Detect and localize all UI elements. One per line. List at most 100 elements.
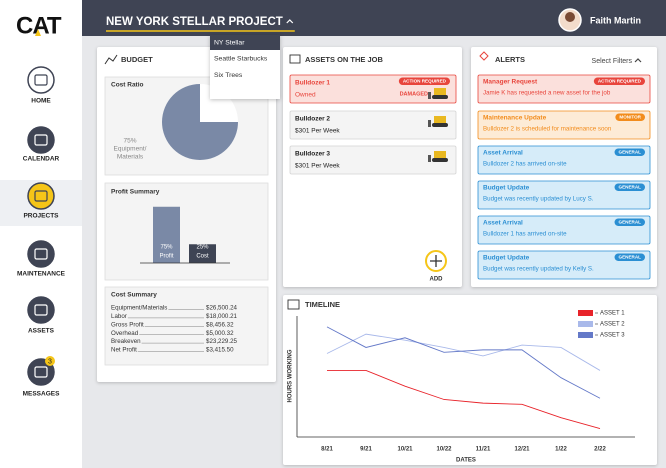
cost-label: Labor [111, 313, 127, 320]
timeline-title: TIMELINE [305, 300, 340, 309]
badge-text: ACTION REQUIRED [598, 79, 642, 84]
alert-card[interactable] [477, 215, 651, 245]
asset-status: DAMAGED [400, 91, 428, 97]
badge [593, 77, 645, 85]
dropdown-item[interactable]: Seattle Starbucks [214, 56, 268, 63]
cost-label: Equipment/Materials [111, 305, 167, 312]
badge-text: GENERAL [619, 185, 642, 190]
nav-icon[interactable] [27, 240, 55, 268]
dropdown-item[interactable]: Six Trees [214, 72, 243, 79]
card [104, 182, 269, 281]
bar-label: Cost [196, 254, 209, 260]
alert-title: Asset Arrival [483, 220, 523, 227]
budget-icon [104, 54, 118, 65]
legend-swatch [578, 310, 593, 316]
caret [634, 58, 642, 63]
add-plus [430, 255, 442, 267]
panel [283, 295, 657, 465]
dozer-track [432, 158, 448, 162]
project-title[interactable]: NEW YORK STELLAR PROJECT [106, 16, 283, 28]
nav-glyph [34, 190, 48, 202]
legend-label: ASSET 1 [600, 311, 625, 317]
bar-label: Profit [159, 254, 173, 260]
alert-card[interactable] [477, 180, 651, 210]
cost-value: $18,000.21 [206, 313, 238, 320]
cost-value: $3,415.50 [206, 347, 234, 354]
nav-glyph [34, 366, 48, 378]
caret [286, 19, 294, 24]
cost-label: Net Profit [111, 347, 137, 354]
cost-value: $8,456.32 [206, 321, 234, 328]
card [104, 286, 269, 366]
x-tick-label: 8/21 [321, 447, 333, 453]
alerts-title: ALERTS [495, 55, 525, 64]
cost-label: Breakeven [111, 338, 141, 345]
badge-text: MONITOR [619, 115, 641, 120]
alert-title: Maintenance Update [483, 115, 547, 122]
alert-card[interactable] [477, 250, 651, 280]
badge-text: GENERAL [619, 150, 642, 155]
user-name: Faith Martin [590, 15, 641, 25]
alerts-filter[interactable]: Select Filters [592, 58, 633, 65]
x-tick-label: 9/21 [360, 447, 372, 453]
asset-detail: $301 Per Week [295, 163, 340, 170]
asset-card[interactable] [289, 145, 457, 175]
cost-label: Gross Profit [111, 321, 144, 328]
alert-title: Manager Request [483, 79, 538, 86]
nav-icon[interactable] [27, 358, 55, 386]
dozer-blade [428, 92, 431, 99]
x-tick-label: 2/22 [594, 447, 606, 453]
x-tick-label: 12/21 [514, 447, 530, 453]
asset-name: Bulldozer 3 [295, 151, 330, 158]
badge-text: GENERAL [619, 255, 642, 260]
bar-value-label: 25% [196, 245, 209, 251]
bar-value-label: 75% [160, 245, 173, 251]
nav-label[interactable]: HOME [31, 98, 51, 105]
alert-text: Bulldozer 2 is scheduled for maintenance… [483, 126, 612, 133]
nav-icon[interactable] [27, 66, 55, 94]
series-line [327, 370, 601, 429]
dozer-body [434, 116, 446, 123]
assets-icon [289, 54, 301, 64]
pie-value-label: 75% [123, 138, 136, 145]
x-axis-label: DATES [456, 458, 476, 464]
nav-label[interactable]: CALENDAR [23, 156, 60, 163]
dozer-body [434, 151, 446, 158]
dozer-blade [428, 120, 431, 127]
series-line [326, 333, 601, 371]
alert-text: Budget was recently updated by Lucy S. [483, 196, 594, 203]
x-tick-label: 10/21 [397, 447, 413, 453]
x-tick-label: 10/22 [436, 447, 452, 453]
dozer-track [432, 95, 448, 99]
badge [614, 148, 645, 156]
nav-icon[interactable] [27, 126, 55, 154]
nav-label[interactable]: MAINTENANCE [17, 271, 66, 278]
pie-label: Materials [117, 154, 144, 161]
nav-icon[interactable] [27, 182, 55, 210]
pie-label: Equipment/ [114, 146, 147, 153]
nav-label[interactable]: PROJECTS [23, 213, 59, 220]
alert-text: Bulldozer 1 has arrived on-site [483, 231, 567, 238]
x-tick-label: 1/22 [555, 447, 567, 453]
alert-card[interactable] [477, 110, 651, 140]
nav-icon[interactable] [27, 296, 55, 324]
nav-label[interactable]: ASSETS [28, 328, 55, 335]
logo-mark [35, 29, 41, 36]
asset-card[interactable] [289, 110, 457, 140]
badge [614, 218, 645, 226]
legend-label: ASSET 3 [600, 333, 625, 339]
timeline-icon [287, 299, 300, 310]
avatar-hair [565, 12, 575, 22]
assets-title: ASSETS ON THE JOB [305, 55, 384, 64]
nav-glyph [34, 134, 48, 146]
nav-glyph [34, 74, 48, 86]
alert-card[interactable] [477, 145, 651, 175]
nav-label[interactable]: MESSAGES [23, 391, 61, 398]
message-badge-count: 3 [48, 358, 52, 365]
legend-swatch [578, 321, 593, 327]
badge [615, 113, 645, 121]
badge-text: ACTION REQUIRED [403, 79, 447, 84]
alert-text: Budget was recently updated by Kelly S. [483, 266, 594, 273]
dropdown-item[interactable]: NY Stellar [214, 39, 245, 46]
